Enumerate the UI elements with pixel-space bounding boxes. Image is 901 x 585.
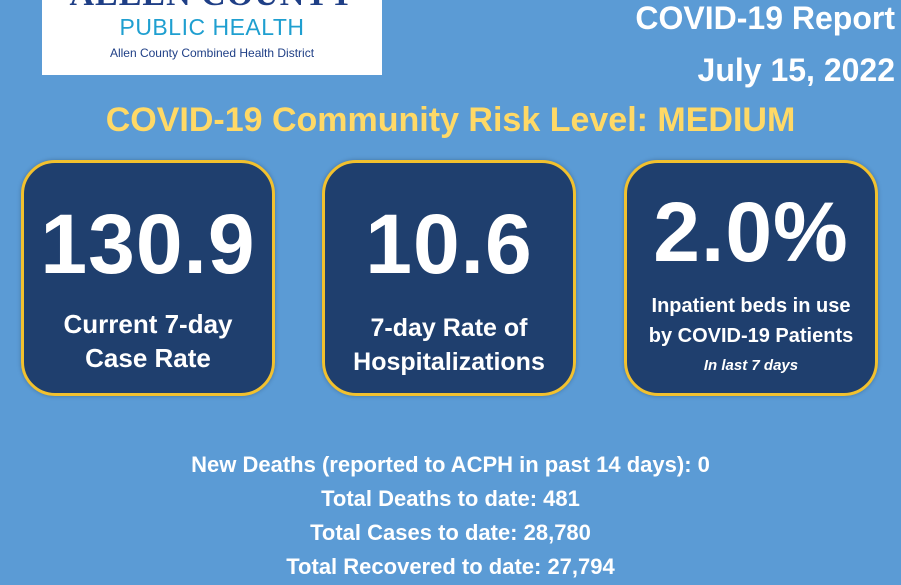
inpatient-beds-card: 2.0% Inpatient beds in use by COVID-19 P… <box>624 160 878 396</box>
stats-summary: New Deaths (reported to ACPH in past 14 … <box>0 448 901 584</box>
hospitalization-rate-card: 10.6 7-day Rate of Hospitalizations <box>322 160 576 396</box>
inpatient-beds-caption-line1: Inpatient beds in use <box>651 295 851 317</box>
new-deaths-stat: New Deaths (reported to ACPH in past 14 … <box>191 452 710 477</box>
case-rate-caption-line2: Case Rate <box>85 343 211 373</box>
risk-level-heading: COVID-19 Community Risk Level: MEDIUM <box>105 101 796 139</box>
total-cases-stat: Total Cases to date: 28,780 <box>310 520 591 545</box>
case-rate-card: 130.9 Current 7-day Case Rate <box>21 160 275 396</box>
hospitalization-rate-value: 10.6 <box>365 197 533 291</box>
hospitalization-rate-caption: 7-day Rate of Hospitalizations <box>325 311 573 379</box>
total-deaths-stat: Total Deaths to date: 481 <box>321 486 580 511</box>
inpatient-beds-value: 2.0% <box>653 185 849 279</box>
hospitalization-rate-caption-line2: Hospitalizations <box>353 348 545 376</box>
case-rate-caption-line1: Current 7-day <box>63 309 233 339</box>
logo-district: Allen County Combined Health District <box>109 46 315 60</box>
logo: ALLEN COUNTY PUBLIC HEALTH Allen County … <box>42 0 382 75</box>
inpatient-beds-caption-line2: by COVID-19 Patients <box>648 325 854 347</box>
logo-org-name: ALLEN COUNTY <box>42 0 382 12</box>
report-title: COVID-19 Report <box>635 0 895 36</box>
inpatient-beds-caption: Inpatient beds in use by COVID-19 Patien… <box>627 291 875 351</box>
case-rate-value: 130.9 <box>40 197 256 291</box>
inpatient-beds-note: In last 7 days <box>703 357 799 374</box>
report-date: July 15, 2022 <box>697 52 895 88</box>
case-rate-caption: Current 7-day Case Rate <box>24 307 272 375</box>
hospitalization-rate-caption-line1: 7-day Rate of <box>370 314 528 342</box>
total-recovered-stat: Total Recovered to date: 27,794 <box>286 554 615 579</box>
logo-subtitle: PUBLIC HEALTH <box>119 14 305 40</box>
